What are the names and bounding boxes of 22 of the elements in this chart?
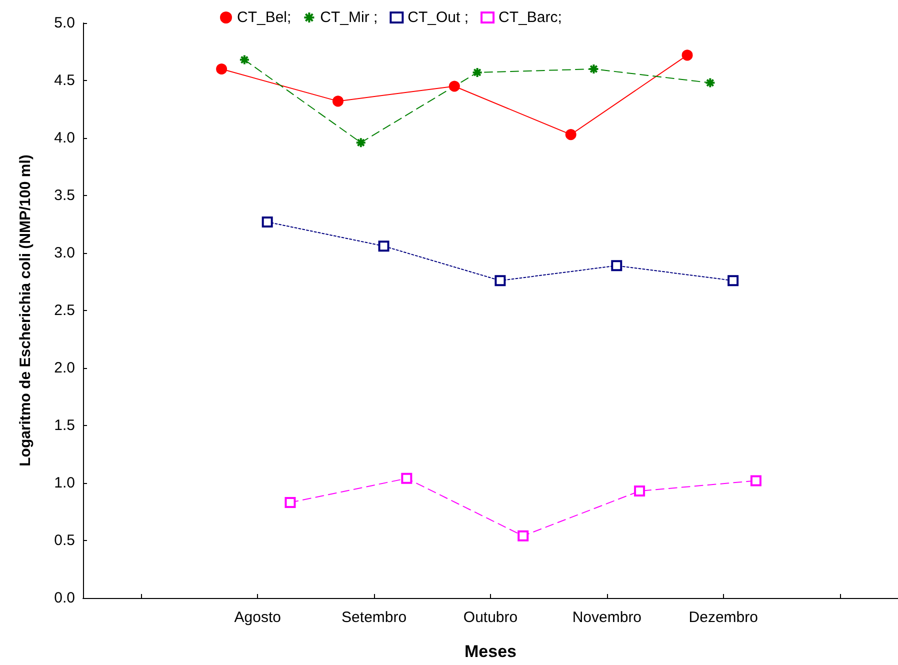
legend-label: CT_Out ;	[408, 9, 469, 26]
y-tick-label: 0.0	[54, 590, 75, 606]
y-tick-label: 0.5	[54, 532, 75, 549]
y-tick-label: 5.0	[54, 14, 75, 32]
x-tick-label: Setembro	[342, 609, 407, 626]
y-tick-label: 2.5	[54, 302, 75, 319]
x-axis-title: Meses	[464, 642, 516, 661]
y-tick-label: 4.5	[54, 72, 75, 89]
y-tick-label: 1.5	[54, 417, 75, 434]
y-tick-label: 2.0	[54, 360, 75, 376]
x-tick-label: Novembro	[572, 609, 642, 626]
legend-label: CT_Mir ;	[320, 9, 378, 26]
x-tick-label: Agosto	[234, 609, 281, 626]
x-tick-label: Outubro	[463, 609, 518, 626]
y-tick-label: 3.0	[54, 244, 75, 262]
y-axis-title: Logaritmo de Escherichia coli (NMP/100 ml)	[17, 154, 34, 466]
x-tick-label: Dezembro	[688, 609, 758, 626]
legend-label: CT_Bel;	[237, 9, 292, 26]
y-tick-label: 1.0	[54, 474, 75, 492]
legend-label: CT_Barc;	[498, 9, 562, 26]
y-tick-label: 3.5	[54, 187, 75, 204]
y-tick-label: 4.0	[54, 130, 75, 146]
